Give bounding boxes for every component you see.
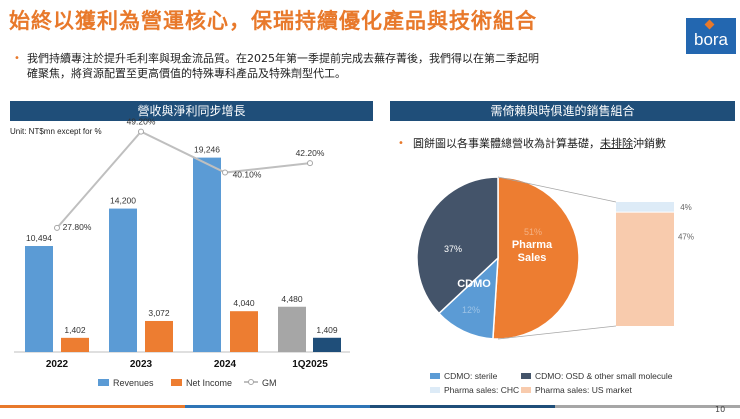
bullet-icon: • xyxy=(14,53,20,64)
gm-line xyxy=(56,130,311,229)
pie-label-pharma-sales-line2: Sales xyxy=(518,252,547,264)
category-tick-label: 2023 xyxy=(130,359,153,370)
connector-line-bottom xyxy=(497,325,617,340)
unit-note: Unit: NT$mn except for % xyxy=(10,127,102,136)
category-tick-label: 2022 xyxy=(46,359,69,370)
legend-swatch-net-income xyxy=(171,379,182,386)
net-income-data-label: 1,402 xyxy=(64,325,86,335)
legend-label-revenues: Revenues xyxy=(113,378,154,388)
pie-slice-cdmo-osd xyxy=(416,176,499,315)
pie-note-suffix: 沖銷數 xyxy=(633,137,666,150)
legend-chc-label: Pharma sales: CHC xyxy=(444,385,519,395)
net-income-bar xyxy=(230,311,258,352)
intro-text: 我們持續專注於提升毛利率與現金流品質。在2025年第一季提前完成去蕪存菁後，我們… xyxy=(27,51,647,81)
legend-swatch-revenues xyxy=(98,379,109,386)
category-tick-label: 1Q2025 xyxy=(292,359,328,370)
gm-data-label: 40.10% xyxy=(233,170,262,180)
gm-point xyxy=(138,128,144,135)
intro-line-1: 我們持續專注於提升毛利率與現金流品質。在2025年第一季提前完成去蕪存菁後，我們… xyxy=(27,52,539,65)
intro-line-2: 確聚焦，將資源配置至更高價值的特殊專科產品及特殊劑型代工。 xyxy=(27,67,346,80)
breakdown-bar-us-market xyxy=(616,212,674,326)
legend-label-net-income: Net Income xyxy=(186,378,232,388)
footer-color-bar xyxy=(0,405,740,408)
net-income-bar xyxy=(313,337,341,352)
legend-marker-gm xyxy=(248,379,254,385)
sales-mix-section-header: 需倚賴與時俱進的銷售組合 xyxy=(390,101,735,121)
revenue-data-label: 14,200 xyxy=(110,196,136,206)
pie-note: 圓餅圖以各事業體總營收為計算基礎，未排除沖銷數 xyxy=(413,135,666,151)
pie-label-pharma-percent: 51% xyxy=(524,227,542,237)
gm-point xyxy=(307,160,313,167)
revenue-bar xyxy=(278,306,306,352)
net-income-bar xyxy=(61,337,89,352)
pie-label-osd-percent: 37% xyxy=(444,244,462,254)
revenue-bar xyxy=(193,157,221,352)
legend-osd-swatch xyxy=(521,373,531,379)
legend-chc-swatch xyxy=(430,387,440,393)
logo-text: bora xyxy=(693,30,729,49)
breakdown-label-chc: 4% xyxy=(680,203,692,212)
legend-osd-label: CDMO: OSD & other small molecule xyxy=(535,371,673,381)
connector-line-top xyxy=(497,176,617,203)
pie-label-pharma-sales-line1: Pharma xyxy=(512,239,553,251)
slide-title: 始終以獲利為營運核心，保瑞持續優化產品與技術組合 xyxy=(9,9,537,33)
legend-us-market-label: Pharma sales: US market xyxy=(535,385,632,395)
gm-data-label: 27.80% xyxy=(63,222,92,232)
net-income-data-label: 3,072 xyxy=(148,308,170,318)
revenue-bar xyxy=(109,208,137,352)
revenue-data-label: 10,494 xyxy=(26,233,52,243)
net-income-data-label: 4,040 xyxy=(233,298,255,308)
gm-point xyxy=(54,224,60,231)
pie-label-cdmo: CDMO xyxy=(457,278,491,290)
legend-label-gm: GM xyxy=(262,378,277,388)
breakdown-bar-chc xyxy=(616,202,674,212)
pie-slice-cdmo-sterile xyxy=(437,256,499,340)
revenue-section-header: 營收與淨利同步增長 xyxy=(10,101,373,121)
revenue-data-label: 19,246 xyxy=(194,145,220,155)
gm-data-label: 49.20% xyxy=(127,117,156,127)
gm-point xyxy=(222,169,228,176)
breakdown-label-us-market: 47% xyxy=(678,232,694,241)
pie-note-text: 圓餅圖以各事業體總營收為計算基礎， xyxy=(413,137,600,150)
net-income-bar xyxy=(145,320,173,352)
bullet-icon: • xyxy=(398,138,404,149)
pie-note-underlined: 未排除 xyxy=(600,137,633,150)
net-income-data-label: 1,409 xyxy=(316,325,338,335)
pie-label-sterile-percent: 12% xyxy=(462,305,480,315)
bora-logo: bora xyxy=(686,18,736,54)
legend-sterile-swatch xyxy=(430,373,440,379)
category-tick-label: 2024 xyxy=(214,359,237,370)
legend-sterile-label: CDMO: sterile xyxy=(444,371,498,381)
page-number: 10 xyxy=(715,405,726,414)
revenue-bar xyxy=(25,246,53,352)
revenue-data-label: 4,480 xyxy=(281,294,303,304)
legend-us-market-swatch xyxy=(521,387,531,393)
gm-data-label: 42.20% xyxy=(296,148,325,158)
